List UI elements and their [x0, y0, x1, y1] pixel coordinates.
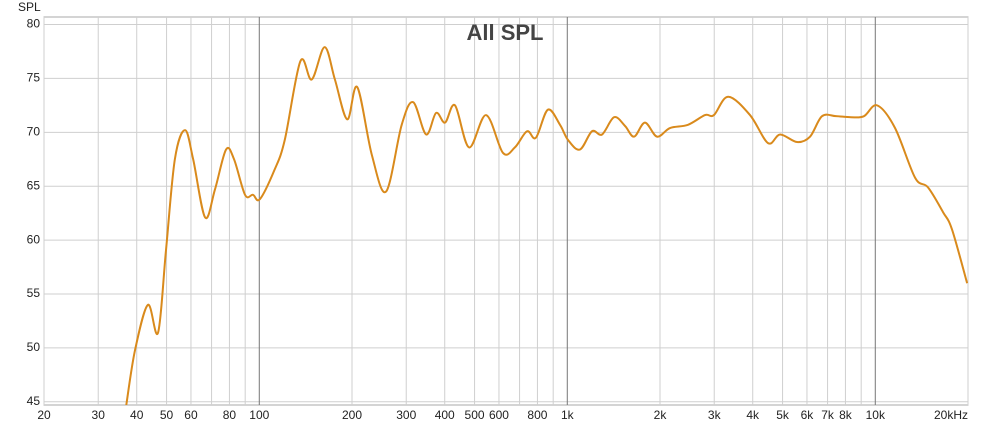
y-tick-label: 75 [27, 71, 41, 85]
x-tick-label: 400 [435, 408, 455, 422]
x-tick-label: 8k [839, 408, 853, 422]
x-tick-label: 4k [746, 408, 760, 422]
y-axis-label: SPL [18, 0, 41, 14]
x-tick-label: 1k [561, 408, 575, 422]
y-tick-label: 60 [27, 232, 41, 246]
chart-title: All SPL [466, 20, 543, 45]
x-tick-label: 3k [708, 408, 722, 422]
x-tick-label: 40 [130, 408, 144, 422]
x-tick-label: 80 [223, 408, 237, 422]
x-tick-label: 800 [527, 408, 547, 422]
x-tick-label: 60 [184, 408, 198, 422]
x-tick-label: 6k [801, 408, 815, 422]
x-tick-label: 300 [396, 408, 416, 422]
x-tick-label: 2k [654, 408, 668, 422]
x-tick-label: 7k [821, 408, 835, 422]
x-tick-label: 500 [465, 408, 485, 422]
y-tick-label: 55 [27, 286, 41, 300]
y-tick-label: 50 [27, 340, 41, 354]
x-tick-label: 200 [342, 408, 362, 422]
x-tick-label: 10k [866, 408, 886, 422]
plot-area [43, 16, 969, 406]
x-tick-label: 20 [37, 408, 51, 422]
x-tick-label: 20kHz [934, 408, 968, 422]
y-tick-label: 80 [27, 17, 41, 31]
y-tick-label: 70 [27, 124, 41, 138]
spl-curve [125, 46, 968, 405]
x-tick-label: 5k [776, 408, 790, 422]
y-tick-label: 65 [27, 178, 41, 192]
x-tick-label: 50 [160, 408, 174, 422]
x-tick-label: 100 [249, 408, 269, 422]
x-tick-label: 30 [92, 408, 106, 422]
x-tick-label: 600 [489, 408, 509, 422]
y-tick-label: 45 [27, 394, 41, 408]
